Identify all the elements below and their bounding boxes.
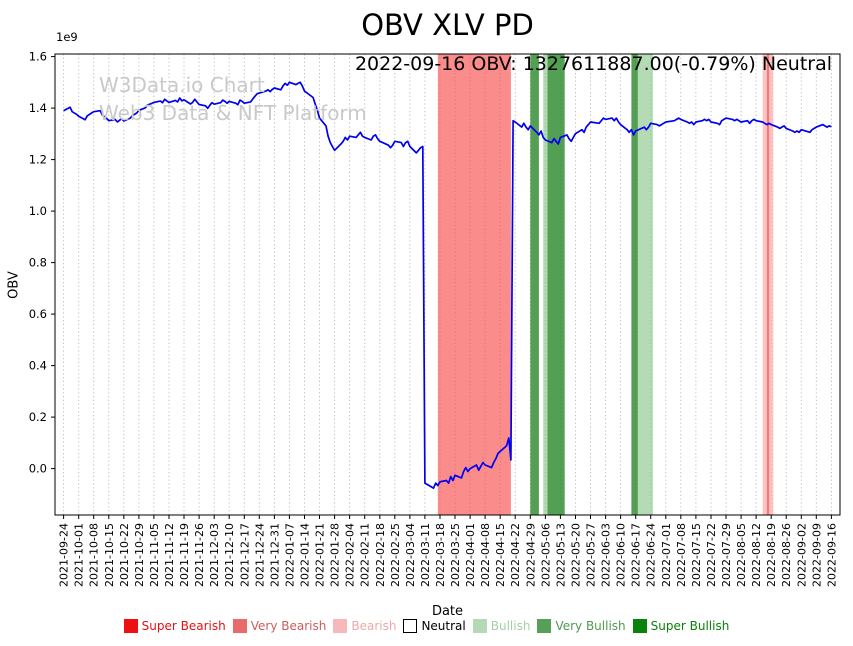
x-tick-label: 2022-08-26 (780, 523, 793, 587)
x-axis-label: Date (431, 604, 464, 619)
legend-label-bearish: Bearish (351, 619, 397, 633)
x-tick-label: 2022-06-17 (630, 523, 643, 587)
legend-item-super-bullish: Super Bullish (632, 619, 730, 633)
signal-band-very_bearish (766, 54, 770, 515)
x-tick-label: 2022-04-15 (494, 523, 507, 587)
x-tick-label: 2022-09-02 (795, 523, 808, 587)
y-tick-label: 0.4 (29, 359, 47, 373)
legend-item-super-bearish: Super Bearish (123, 619, 226, 633)
x-tick-label: 2022-07-29 (720, 523, 733, 587)
signal-band-very_bearish (437, 54, 511, 515)
legend: Super Bearish Very Bearish Bearish Neutral B… (0, 619, 853, 633)
y-tick-label: 1.2 (29, 153, 47, 167)
x-tick-label: 2022-01-14 (299, 523, 312, 587)
x-tick-label: 2021-10-22 (118, 523, 131, 587)
y-tick-label: 0.2 (29, 410, 47, 424)
x-tick-label: 2022-05-20 (570, 523, 583, 587)
y-tick-label: 1.4 (29, 101, 47, 115)
signal-band-very_bullish (631, 54, 638, 515)
x-tick-label: 2022-05-06 (539, 523, 552, 587)
x-tick-label: 2022-03-11 (419, 523, 432, 587)
obv-line (63, 81, 832, 490)
y-axis-label: OBV (6, 271, 22, 299)
legend-label-very-bullish: Very Bullish (555, 619, 626, 633)
signal-band-very_bullish (547, 54, 565, 515)
y-tick-label: 1.6 (29, 50, 47, 64)
x-tick-label: 2022-04-08 (479, 523, 492, 587)
x-tick-label: 2022-08-19 (765, 523, 778, 587)
signal-band-very_bullish (530, 54, 539, 515)
x-tick-label: 2022-03-25 (449, 523, 462, 587)
legend-item-bullish: Bullish (472, 619, 531, 633)
x-tick-label: 2021-10-08 (88, 523, 101, 587)
y-tick-label: 0.8 (29, 256, 47, 270)
x-tick-label: 2021-11-19 (178, 523, 191, 587)
legend-item-neutral: Neutral (403, 619, 466, 633)
legend-label-bullish: Bullish (490, 619, 531, 633)
x-tick-label: 2022-04-29 (524, 523, 537, 587)
x-tick-label: 2021-10-29 (133, 523, 146, 587)
legend-item-bearish: Bearish (333, 619, 396, 633)
signal-band-bullish (637, 54, 653, 515)
y-tick-label: 1.0 (29, 204, 47, 218)
x-tick-label: 2021-09-24 (58, 523, 71, 587)
x-tick-label: 2021-11-26 (193, 523, 206, 587)
x-tick-label: 2022-03-18 (434, 523, 447, 587)
y-axis-offset-text: 1e9 (56, 30, 78, 44)
latest-obv-annotation: 2022-09-16 OBV: 1327611887.00(-0.79%) Ne… (354, 53, 832, 75)
y-tick-label: 0.0 (29, 462, 47, 476)
legend-swatch-bearish (333, 619, 348, 633)
x-tick-label: 2022-05-13 (554, 523, 567, 587)
x-tick-label: 2022-06-03 (600, 523, 613, 587)
x-tick-label: 2022-02-11 (359, 523, 372, 587)
x-tick-label: 2022-05-27 (585, 523, 598, 587)
x-tick-label: 2022-06-24 (645, 523, 658, 587)
x-tick-label: 2022-01-21 (314, 523, 327, 587)
x-tick-label: 2022-07-22 (705, 523, 718, 587)
chart-title: OBV XLV PD (361, 8, 534, 42)
x-tick-label: 2022-08-05 (735, 523, 748, 587)
legend-label-neutral: Neutral (421, 619, 466, 633)
x-tick-label: 2022-04-22 (509, 523, 522, 587)
x-tick-label: 2021-12-31 (268, 523, 281, 587)
legend-swatch-super-bearish (123, 619, 138, 633)
x-tick-label: 2021-10-01 (73, 523, 86, 587)
x-tick-label: 2022-08-12 (750, 523, 763, 587)
x-tick-label: 2022-02-04 (344, 523, 357, 587)
x-tick-label: 2022-01-28 (329, 523, 342, 587)
x-tick-label: 2021-12-03 (208, 523, 221, 587)
y-tick-label: 0.6 (29, 307, 47, 321)
legend-swatch-bullish (472, 619, 487, 633)
x-tick-label: 2022-04-01 (464, 523, 477, 587)
plot-frame (54, 53, 841, 516)
x-tick-label: 2021-11-12 (163, 523, 176, 587)
legend-swatch-super-bullish (632, 619, 647, 633)
legend-item-very-bearish: Very Bearish (232, 619, 327, 633)
legend-swatch-very-bearish (232, 619, 247, 633)
x-tick-label: 2022-02-25 (389, 523, 402, 587)
x-tick-label: 2021-12-24 (253, 523, 266, 587)
legend-swatch-neutral (403, 619, 418, 633)
x-tick-label: 2022-09-09 (810, 523, 823, 587)
legend-item-very-bullish: Very Bullish (537, 619, 626, 633)
x-tick-label: 2021-10-15 (103, 523, 116, 587)
legend-label-super-bullish: Super Bullish (650, 619, 730, 633)
x-tick-label: 2022-01-07 (283, 523, 296, 587)
x-tick-label: 2021-12-10 (223, 523, 236, 587)
x-tick-label: 2021-11-05 (148, 523, 161, 587)
x-tick-label: 2022-09-16 (825, 523, 838, 587)
signal-band-bullish (543, 54, 548, 515)
legend-swatch-very-bullish (537, 619, 552, 633)
x-tick-label: 2022-07-08 (675, 523, 688, 587)
x-tick-label: 2021-12-17 (238, 523, 251, 587)
x-tick-label: 2022-02-18 (374, 523, 387, 587)
legend-label-super-bearish: Super Bearish (141, 619, 226, 633)
x-tick-label: 2022-07-15 (690, 523, 703, 587)
x-tick-label: 2022-06-10 (615, 523, 628, 587)
x-tick-label: 2022-03-04 (404, 523, 417, 587)
x-tick-label: 2022-07-01 (660, 523, 673, 587)
legend-label-very-bearish: Very Bearish (250, 619, 327, 633)
